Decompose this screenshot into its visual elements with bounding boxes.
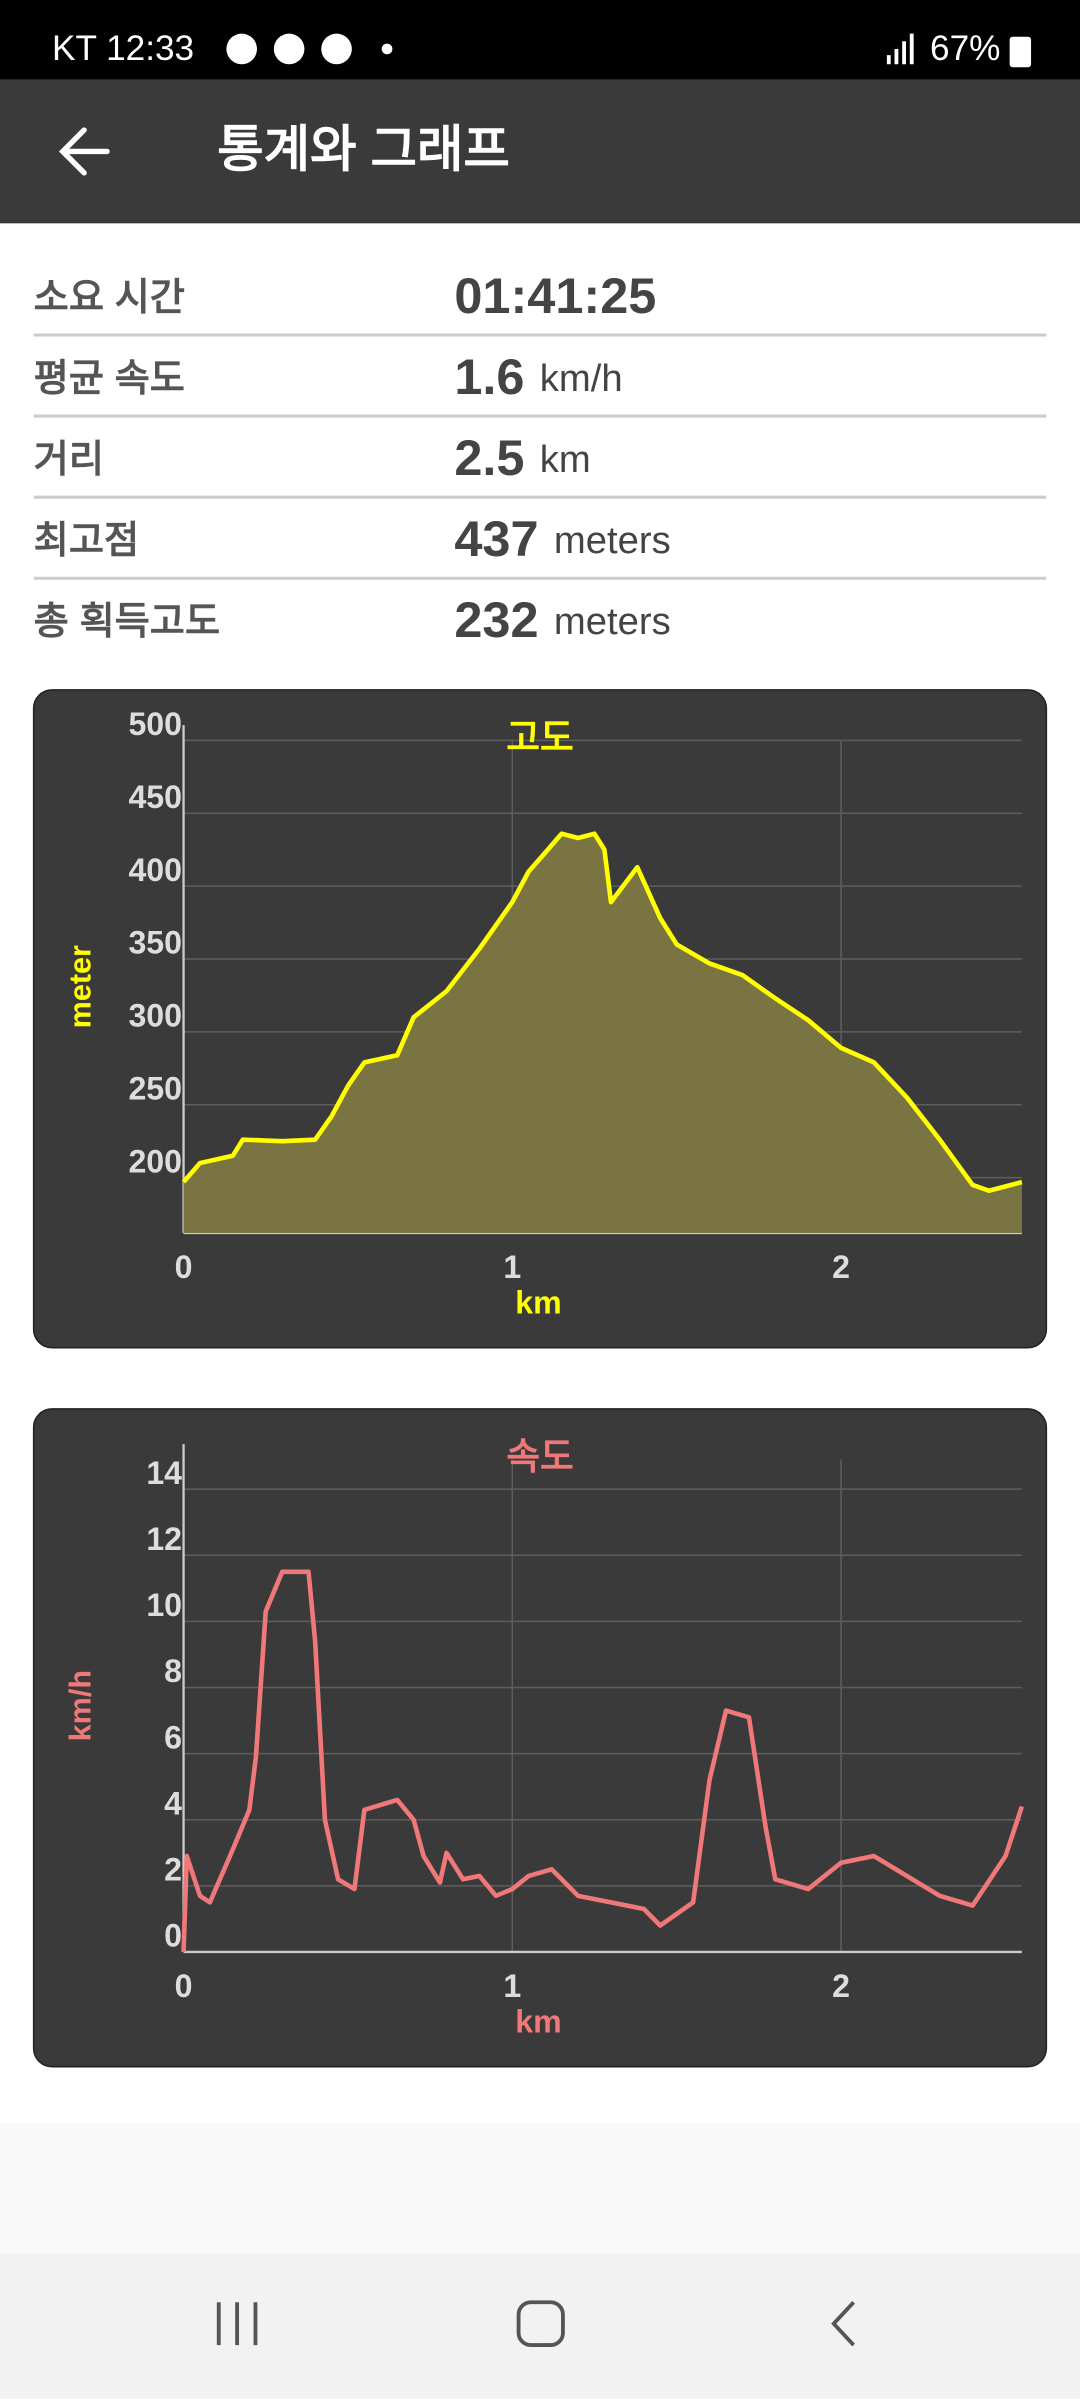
recents-button[interactable]: [216, 2302, 258, 2346]
stat-value: 1.6: [454, 348, 524, 405]
x-tick-label: 1: [503, 1968, 521, 2004]
x-tick-label: 1: [503, 1249, 521, 1285]
y-tick-label: 250: [128, 1070, 182, 1106]
carrier-time: KT 12:33: [52, 29, 194, 68]
stat-label: 평균 속도: [34, 357, 185, 400]
y-tick-label: 14: [146, 1455, 182, 1491]
y-tick-label: 4: [164, 1785, 182, 1821]
area: [183, 833, 1022, 1233]
battery-level: 67%: [930, 29, 1000, 68]
stat-value: 232: [454, 591, 538, 648]
notification-icon: [321, 33, 352, 65]
y-tick-label: 8: [164, 1653, 182, 1689]
x-axis-label: km: [515, 1284, 561, 1320]
stat-value-row: 01:41:25: [454, 267, 656, 324]
stat-unit: meters: [554, 519, 671, 562]
battery-icon: [1009, 36, 1032, 68]
back-nav-button[interactable]: [831, 2300, 855, 2347]
y-tick-label: 2: [164, 1852, 182, 1888]
stat-value: 01:41:25: [454, 267, 656, 324]
stat-label: 거리: [34, 438, 104, 481]
stat-value-row: 2.5 km: [454, 429, 590, 486]
status-bar: [0, 0, 1080, 80]
x-tick-label: 2: [832, 1968, 850, 2004]
notification-icon: [273, 33, 305, 65]
stat-value: 437: [454, 510, 538, 567]
y-axis-label: meter: [64, 945, 98, 1028]
nav-bar: [0, 2253, 1080, 2399]
app-bar: [0, 79, 1080, 224]
stat-label: 총 획득고도: [34, 600, 221, 643]
y-tick-label: 6: [164, 1719, 182, 1755]
stat-label: 최고점: [34, 519, 140, 562]
signal-icon: [886, 33, 914, 65]
stat-value: 2.5: [454, 429, 524, 486]
x-tick-label: 2: [832, 1249, 850, 1285]
stat-unit: meters: [554, 600, 671, 643]
x-tick-label: 0: [175, 1968, 193, 2004]
y-axis-label: km/h: [64, 1670, 98, 1741]
line: [181, 831, 1023, 1194]
notification-icon: [226, 33, 257, 65]
footer-space: [0, 2123, 1080, 2254]
y-tick-label: 450: [128, 779, 182, 815]
line: [181, 1569, 1025, 1953]
chart-title: 고도: [506, 717, 574, 758]
x-axis-label: km: [515, 2003, 561, 2039]
y-tick-label: 12: [146, 1521, 182, 1557]
y-tick-label: 300: [128, 998, 182, 1034]
notification-dot: [381, 43, 393, 55]
y-tick-label: 350: [128, 925, 182, 961]
chart-title: 속도: [506, 1436, 574, 1477]
stat-value-row: 1.6 km/h: [454, 348, 622, 405]
y-tick-label: 200: [128, 1143, 182, 1179]
y-tick-label: 10: [146, 1587, 182, 1623]
stat-value-row: 232 meters: [454, 591, 670, 648]
stat-unit: km: [540, 438, 591, 481]
y-tick-label: 0: [164, 1918, 182, 1954]
x-tick-label: 0: [175, 1249, 193, 1285]
stat-unit: km/h: [540, 357, 623, 400]
stat-value-row: 437 meters: [454, 510, 670, 567]
y-tick-label: 400: [128, 852, 182, 888]
stat-label: 소요 시간: [34, 276, 185, 319]
y-tick-label: 500: [128, 706, 182, 742]
screen-title: 통계와 그래프: [217, 120, 510, 177]
back-button[interactable]: [58, 127, 110, 176]
home-button[interactable]: [516, 2300, 565, 2348]
